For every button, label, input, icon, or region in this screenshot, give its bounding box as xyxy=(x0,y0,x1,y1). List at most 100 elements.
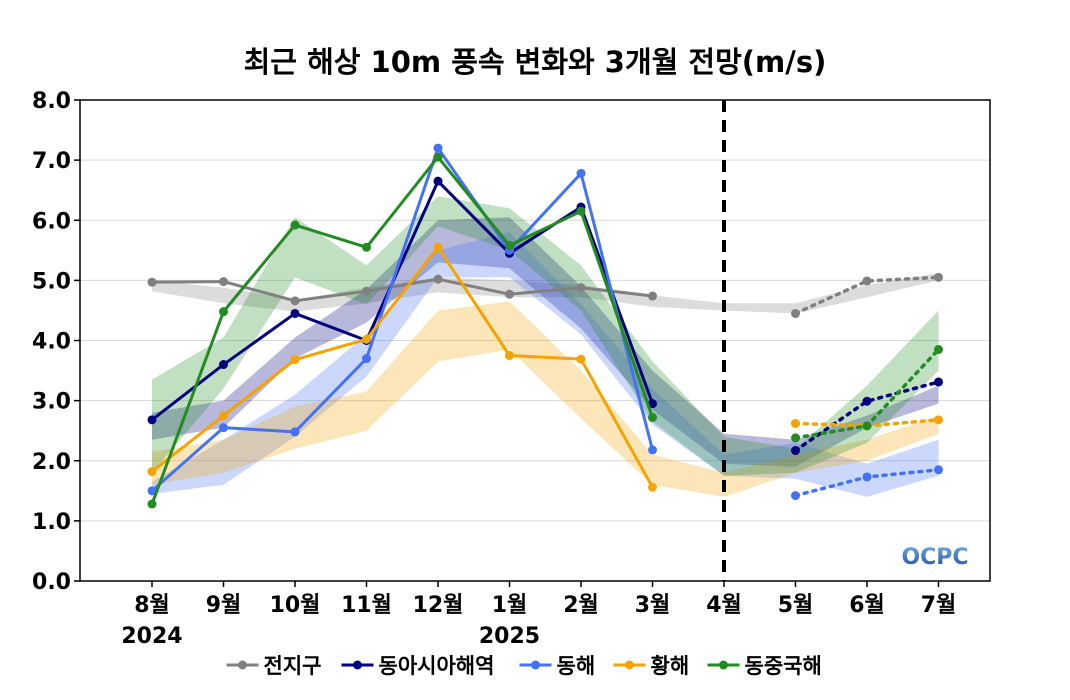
chart-title: 최근 해상 10m 풍속 변화와 3개월 전망(m/s) xyxy=(244,45,827,79)
data-point xyxy=(791,446,800,456)
x-year-label: 2024 xyxy=(121,624,182,649)
data-point xyxy=(576,168,586,178)
legend-item-황해: 황해 xyxy=(613,654,690,678)
data-point xyxy=(934,377,943,387)
legend-item-동중국해: 동중국해 xyxy=(707,654,822,678)
y-tick-label: 2.0 xyxy=(32,450,71,475)
data-point xyxy=(219,360,228,370)
legend-marker xyxy=(238,660,247,670)
data-point xyxy=(290,355,300,365)
data-point xyxy=(505,351,514,361)
uncertainty-bands xyxy=(152,196,939,497)
logo-text: OCPC xyxy=(901,545,968,570)
data-point xyxy=(576,206,586,216)
data-point xyxy=(862,472,872,482)
data-point xyxy=(147,467,157,477)
grid xyxy=(80,159,990,522)
data-point xyxy=(362,354,371,364)
data-point xyxy=(791,308,800,318)
x-tick-label: 2월 xyxy=(563,593,599,618)
x-tick-label: 3월 xyxy=(635,593,671,618)
data-point xyxy=(862,276,872,286)
legend-item-전지구: 전지구 xyxy=(226,654,322,678)
data-point xyxy=(433,274,443,284)
observed-line xyxy=(151,146,654,492)
y-tick-label: 6.0 xyxy=(32,209,71,234)
data-point xyxy=(862,396,872,406)
data-point xyxy=(934,345,943,355)
data-point xyxy=(219,277,228,287)
data-point xyxy=(791,491,800,501)
legend-label: 동중국해 xyxy=(745,654,822,678)
data-point xyxy=(505,241,514,251)
legend-marker xyxy=(531,660,540,670)
x-tick-label: 4월 xyxy=(706,593,742,618)
legend-label: 동해 xyxy=(557,654,596,678)
x-tick-label: 12월 xyxy=(413,593,464,618)
data-point xyxy=(791,433,800,443)
data-point xyxy=(147,415,157,425)
data-point xyxy=(934,465,943,475)
data-point xyxy=(505,289,514,299)
data-point xyxy=(147,486,157,496)
y-tick-label: 4.0 xyxy=(32,330,71,355)
data-point xyxy=(433,143,443,153)
data-point xyxy=(934,415,943,425)
x-tick-label: 7월 xyxy=(921,593,957,618)
y-tick-label: 7.0 xyxy=(32,149,71,174)
band-전지구 xyxy=(152,273,939,314)
x-year-label: 2025 xyxy=(479,624,540,649)
band-동중국해 xyxy=(152,196,939,476)
data-point xyxy=(219,307,228,317)
x-tick-label: 8월 xyxy=(134,593,170,618)
data-point xyxy=(362,242,371,252)
data-point xyxy=(648,482,657,492)
ocpc-logo: OCPC xyxy=(901,545,968,570)
data-point xyxy=(576,354,586,364)
x-tick-label: 9월 xyxy=(206,593,242,618)
data-point xyxy=(576,283,586,293)
x-tick-label: 10월 xyxy=(270,593,321,618)
data-point xyxy=(433,152,443,162)
series-동해 xyxy=(147,143,943,501)
legend-marker xyxy=(353,660,362,670)
data-point xyxy=(290,308,300,318)
observed-line xyxy=(150,155,654,505)
legend-label: 동아시아해역 xyxy=(379,654,495,678)
x-tick-label: 11월 xyxy=(341,593,392,618)
data-point xyxy=(147,277,157,287)
observed-line xyxy=(151,179,654,422)
data-point xyxy=(648,399,657,409)
data-point xyxy=(433,242,443,252)
legend-label: 전지구 xyxy=(264,654,322,678)
forecast-line xyxy=(793,380,941,453)
observed-line xyxy=(151,277,653,303)
x-tick-label: 1월 xyxy=(492,593,528,618)
x-tick-label: 6월 xyxy=(849,593,885,618)
y-tick-label: 8.0 xyxy=(32,89,71,114)
data-point xyxy=(147,499,157,509)
legend-item-동해: 동해 xyxy=(519,654,596,678)
series-전지구 xyxy=(147,272,943,318)
x-tick-label: 5월 xyxy=(778,593,814,618)
data-point xyxy=(219,423,228,433)
data-point xyxy=(290,427,300,437)
legend-label: 황해 xyxy=(651,654,690,678)
band-황해 xyxy=(152,301,939,497)
forecast-line xyxy=(793,275,941,316)
data-point xyxy=(362,286,371,296)
legend-marker xyxy=(719,660,728,670)
y-tick-label: 3.0 xyxy=(32,390,71,415)
legend: 전지구 동아시아해역 동해 황해 동중국해 xyxy=(226,654,822,678)
band-동아시아해역 xyxy=(152,217,939,467)
data-point xyxy=(290,296,300,306)
data-point xyxy=(648,412,657,422)
observed-line xyxy=(151,245,654,488)
y-tick-label: 5.0 xyxy=(32,269,71,294)
data-point xyxy=(290,220,300,230)
data-point xyxy=(219,411,228,421)
legend-item-동아시아해역: 동아시아해역 xyxy=(341,654,495,678)
data-point xyxy=(934,272,943,282)
data-point xyxy=(433,176,443,186)
